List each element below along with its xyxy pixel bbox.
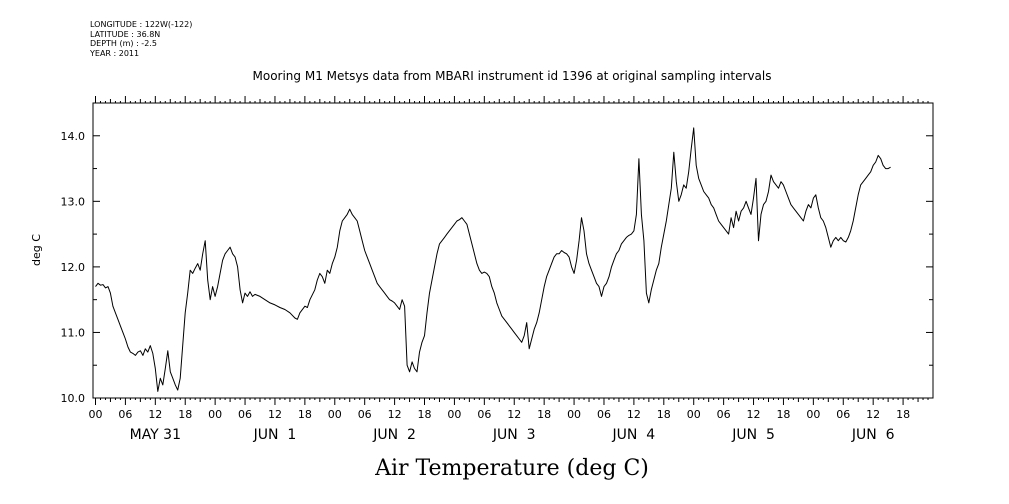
x-axis: 00 06 12 18 00 06 12 18 00 06 12 18 00 06 12 18 00 06 12 18…	[88, 96, 929, 443]
x-tick-label: 18	[896, 408, 910, 421]
y-tick-label: 13.0	[61, 195, 86, 208]
x-tick-label: 00	[88, 408, 102, 421]
x-tick-label: 00	[328, 408, 342, 421]
x-tick-label: 12	[866, 408, 880, 421]
y-axis: 10.0 11.0 12.0 13.0 14.0	[61, 102, 933, 405]
chart-title: Mooring M1 Metsys data from MBARI instru…	[253, 69, 772, 83]
x-tick-label: 12	[388, 408, 402, 421]
meta-depth: DEPTH (m) : -2.5	[90, 39, 157, 48]
x-day-label: JUN 6	[851, 427, 895, 443]
x-day-label: JUN 3	[492, 427, 536, 443]
x-tick-label: 06	[358, 408, 372, 421]
x-tick-label: 18	[776, 408, 790, 421]
x-tick-label: 18	[537, 408, 551, 421]
x-tick-label: 00	[806, 408, 820, 421]
y-tick-label: 10.0	[61, 392, 86, 405]
series-line-0	[95, 127, 891, 392]
x-day-label: MAY 31	[130, 427, 181, 443]
meta-year: YEAR : 2011	[90, 48, 140, 58]
plot-frame	[92, 102, 934, 399]
x-tick-label: 12	[148, 408, 162, 421]
y-axis-label: deg C	[30, 234, 43, 266]
x-tick-label: 12	[507, 408, 521, 421]
x-tick-label: 12	[627, 408, 641, 421]
x-tick-label: 06	[238, 408, 252, 421]
x-tick-label: 06	[477, 408, 491, 421]
meta-longitude: LONGITUDE : 122W(-122)	[90, 20, 193, 29]
x-tick-label: 18	[657, 408, 671, 421]
x-tick-label: 12	[747, 408, 761, 421]
x-tick-label: 18	[298, 408, 312, 421]
y-tick-label: 11.0	[61, 326, 86, 339]
series-layer	[95, 127, 891, 392]
x-tick-label: 00	[447, 408, 461, 421]
y-tick-label: 12.0	[61, 261, 86, 274]
x-tick-label: 06	[836, 408, 850, 421]
x-tick-label: 06	[118, 408, 132, 421]
meta-latitude: LATITUDE : 36.8N	[90, 29, 161, 39]
x-tick-label: 06	[717, 408, 731, 421]
x-tick-label: 00	[567, 408, 581, 421]
metadata-block: LONGITUDE : 122W(-122) LATITUDE : 36.8N …	[90, 20, 192, 58]
y-tick-label: 14.0	[61, 130, 86, 143]
x-tick-label: 00	[687, 408, 701, 421]
x-day-label: JUN 5	[731, 427, 775, 443]
x-tick-label: 00	[208, 408, 222, 421]
x-day-label: JUN 1	[253, 427, 297, 443]
x-day-label: JUN 2	[372, 427, 416, 443]
x-day-label: JUN 4	[612, 427, 656, 443]
x-axis-label: Air Temperature (deg C)	[374, 456, 649, 481]
x-tick-label: 12	[268, 408, 282, 421]
x-tick-label: 06	[597, 408, 611, 421]
x-tick-label: 18	[178, 408, 192, 421]
x-tick-label: 18	[418, 408, 432, 421]
